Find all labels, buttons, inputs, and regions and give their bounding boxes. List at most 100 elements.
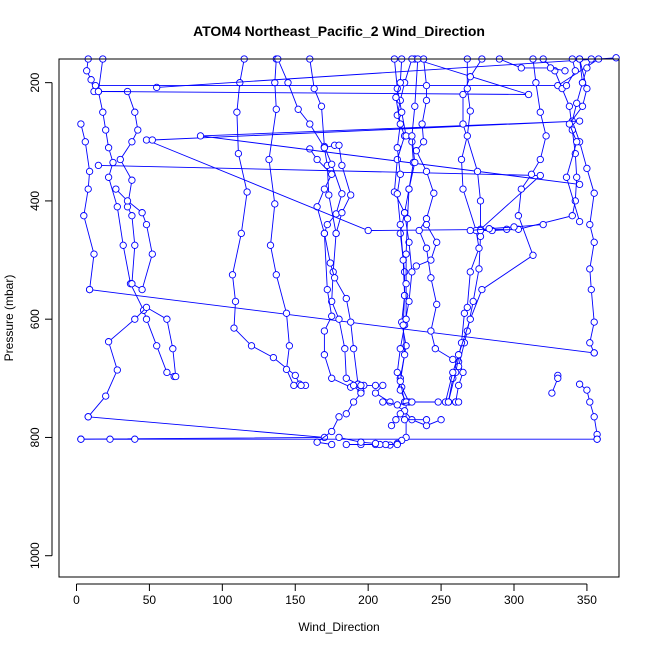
data-point	[612, 54, 620, 62]
data-point	[396, 229, 404, 238]
data-point	[546, 64, 555, 72]
data-point	[586, 220, 594, 229]
series-trace	[562, 55, 591, 226]
data-point	[371, 439, 380, 448]
data-point	[405, 297, 413, 306]
data-point	[325, 191, 333, 199]
data-point	[282, 309, 291, 317]
data-point	[573, 173, 581, 181]
data-point	[233, 108, 241, 116]
data-point	[590, 238, 598, 246]
data-point	[411, 102, 419, 110]
data-point	[575, 217, 584, 226]
data-point	[382, 440, 390, 449]
data-point	[590, 189, 598, 197]
data-point	[328, 440, 336, 449]
data-point	[400, 351, 409, 359]
data-point	[328, 170, 336, 178]
series-line	[499, 58, 566, 72]
data-point	[357, 389, 365, 397]
series-trace	[84, 303, 180, 421]
data-point	[419, 138, 428, 146]
data-point	[586, 398, 594, 406]
data-point	[466, 315, 474, 323]
data-point	[571, 67, 579, 75]
series-trace	[228, 55, 310, 390]
data-point	[338, 161, 346, 170]
data-point	[478, 285, 486, 294]
data-point	[357, 438, 365, 446]
series-line	[156, 57, 617, 88]
series-trace	[148, 117, 584, 189]
series-trace	[441, 55, 550, 406]
data-point	[294, 105, 302, 113]
data-point	[342, 440, 350, 449]
data-point	[514, 212, 523, 220]
series-line	[95, 58, 599, 87]
series-trace	[444, 398, 463, 406]
series-line	[395, 58, 406, 403]
data-point	[548, 389, 556, 397]
series-trace	[548, 371, 562, 397]
data-point	[230, 324, 238, 332]
data-point	[454, 398, 463, 406]
data-point	[393, 190, 401, 198]
y-tick-label: 800	[28, 427, 42, 447]
data-point	[94, 87, 103, 96]
data-point	[83, 67, 91, 75]
series-trace	[575, 380, 601, 443]
data-point	[364, 226, 372, 235]
x-tick-label: 300	[504, 593, 524, 607]
data-point	[291, 371, 299, 380]
data-point	[415, 226, 423, 235]
data-point	[475, 265, 483, 273]
data-point	[396, 79, 404, 87]
series-line	[98, 164, 542, 230]
data-point	[236, 79, 244, 87]
data-point	[485, 225, 493, 233]
x-tick-label: 150	[285, 593, 305, 607]
data-point	[332, 229, 340, 238]
data-point	[338, 190, 346, 198]
data-point	[427, 274, 435, 282]
data-point	[392, 416, 400, 424]
data-point	[306, 120, 314, 128]
data-point	[80, 212, 88, 220]
data-point	[234, 149, 243, 158]
data-point	[408, 132, 416, 140]
data-point	[349, 381, 358, 390]
data-point	[297, 381, 305, 390]
data-point	[402, 315, 410, 323]
data-point	[342, 294, 350, 303]
data-point	[562, 173, 571, 181]
data-point	[265, 155, 273, 164]
series-trace	[332, 141, 355, 238]
data-point	[335, 315, 343, 323]
data-point	[454, 351, 463, 359]
data-point	[433, 238, 441, 246]
series-trace	[335, 433, 380, 448]
data-point	[102, 392, 110, 400]
data-point	[81, 138, 89, 146]
data-point	[306, 145, 314, 153]
data-point	[400, 291, 409, 300]
series-line	[480, 58, 578, 231]
data-point	[349, 345, 358, 353]
series-trace	[387, 410, 431, 430]
series-line	[447, 59, 480, 403]
series-layer	[77, 54, 620, 449]
data-point	[328, 427, 336, 436]
data-point	[282, 365, 291, 374]
data-point	[400, 268, 409, 276]
data-point	[338, 209, 346, 217]
data-point	[320, 144, 329, 152]
data-point	[320, 229, 329, 238]
data-point	[142, 315, 151, 323]
series-trace	[568, 55, 598, 357]
data-point	[459, 368, 467, 377]
data-point	[586, 265, 594, 273]
data-point	[469, 297, 477, 306]
data-point	[411, 158, 419, 167]
data-point	[104, 144, 113, 152]
data-point	[290, 381, 298, 390]
